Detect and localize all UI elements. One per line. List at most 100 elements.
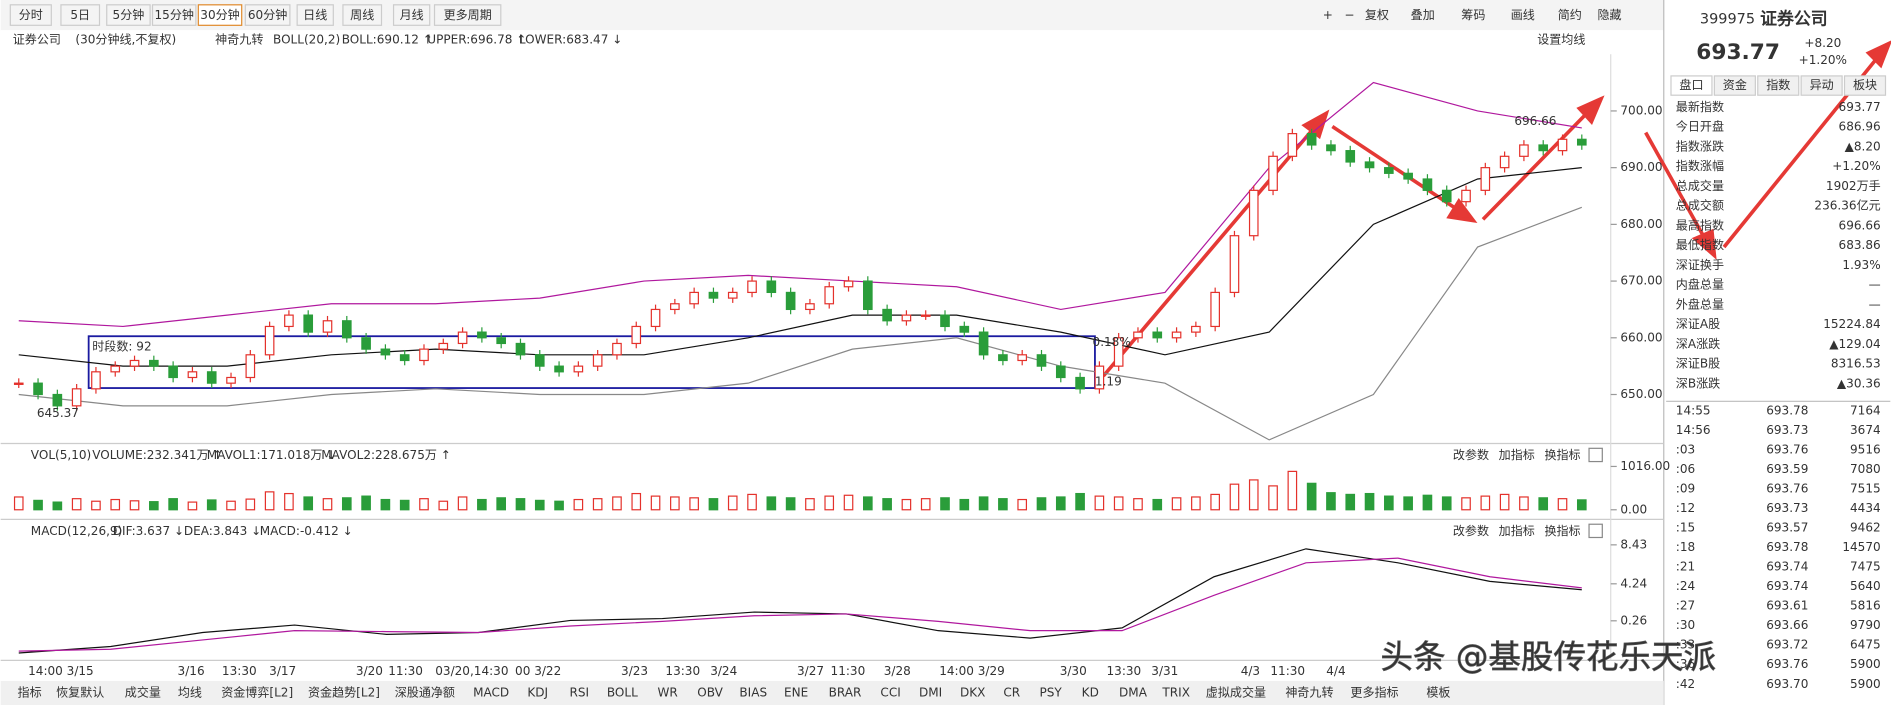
indicator-tab[interactable]: 资金博弈[L2] [221,684,293,699]
panel-button[interactable]: 加指标 [1499,447,1535,462]
tool-button[interactable]: + [1323,8,1333,22]
annotation: 0.18% [1093,335,1131,349]
quote-row-value: 683.86 [1839,238,1881,252]
period-button[interactable] [197,4,243,26]
indicator-tab[interactable]: PSY [1040,685,1063,699]
trade-time: :06 [1676,462,1695,476]
quote-row-value: 8316.53 [1831,357,1881,371]
indicator-tab[interactable]: BIAS [739,685,767,699]
volume-bar [1094,495,1105,511]
indicator-tab[interactable]: 深股通净额 [395,685,455,699]
candle [592,354,603,367]
candle [1152,331,1163,339]
volume-bar [978,496,989,511]
trade-volume: 5900 [1850,657,1881,671]
trade-volume: 9516 [1850,442,1881,456]
panel-button[interactable]: 改参数 [1453,447,1489,462]
indicator-tab[interactable]: DKX [960,685,985,699]
candle [110,365,121,373]
period-button[interactable] [433,4,502,26]
close-button[interactable] [1588,447,1603,463]
indicator-tab[interactable]: RSI [570,685,590,699]
candle [1345,150,1356,163]
volume-bar [303,496,314,511]
tool-button[interactable]: 筹码 [1461,8,1485,22]
indicator-tab[interactable]: BOLL [607,685,638,699]
trade-price: 693.74 [1766,560,1808,574]
volume-bar [1441,496,1452,511]
quote-row-label: 最低指数 [1676,237,1724,252]
indicator-tab[interactable]: 恢复默认 [56,684,104,699]
volume-bar [670,496,680,511]
indicator-tab[interactable]: 资金趋势[L2] [308,684,380,699]
quote-row-value: 686.96 [1839,120,1881,134]
indicator-tab[interactable]: CCI [880,685,900,699]
quote-row-label: 深A涨跌 [1676,336,1720,351]
trade-price: 693.73 [1766,501,1808,515]
quote-tab[interactable] [1843,75,1887,96]
quote-tab[interactable] [1757,75,1800,96]
period-button[interactable] [106,4,151,26]
volume-bar [71,498,82,511]
panel-button[interactable]: 换指标 [1544,523,1580,538]
indicator-tab[interactable]: MACD [473,685,509,699]
trade-price: 693.57 [1766,521,1808,535]
volume-bar [129,500,140,511]
quote-tab[interactable] [1670,75,1713,96]
indicator-tab[interactable]: KD [1082,685,1099,699]
indicator-tab[interactable]: 成交量 [125,684,161,699]
trade-time: 14:55 [1676,403,1711,417]
indicator-tab[interactable]: 模板 [1426,685,1450,699]
indicator-tab[interactable]: WR [657,685,678,699]
indicator-tab[interactable]: KDJ [527,685,548,699]
period-button[interactable] [244,4,291,26]
trade-volume: 7080 [1850,462,1881,476]
candle [689,291,699,305]
indicator-tab[interactable]: TRIX [1161,685,1190,699]
panel-button[interactable]: 改参数 [1453,523,1489,538]
indicator-tab[interactable]: CR [1003,685,1020,699]
quote-row-value: — [1869,278,1881,292]
volume-bar [863,496,873,511]
quote-tab[interactable] [1713,75,1756,96]
volume-bar [322,498,333,511]
indicator-tab[interactable]: 指标 [18,684,42,699]
tool-button[interactable]: 隐藏 [1597,8,1621,22]
date-label: 3/31 [1151,664,1178,678]
indicator-tab[interactable]: 均线 [178,685,202,699]
period-button[interactable] [342,4,383,26]
indicator-tab[interactable]: ENE [784,685,808,699]
candle [71,388,82,407]
indicator-tab[interactable]: 虚拟成交量 [1206,684,1266,699]
period-button[interactable] [392,4,431,26]
period-button[interactable] [296,4,334,26]
volume-bar [920,498,931,511]
close-button[interactable] [1588,523,1603,539]
info-text: LOWER:683.47 ↓ [519,32,622,46]
indicator-tab[interactable]: DMI [919,685,942,699]
period-button[interactable] [151,4,197,26]
indicator-tab[interactable]: DMA [1119,685,1148,699]
indicator-tab[interactable]: OBV [697,685,723,699]
candle [1403,172,1413,180]
indicator-tab[interactable]: 更多指标 [1350,684,1398,699]
quote-row-label: 深证换手 [1676,258,1724,272]
quote-row-value: 693.77 [1839,100,1881,114]
tool-button[interactable]: 复权 [1365,8,1389,22]
tool-button[interactable]: 简约 [1558,7,1582,22]
tool-button[interactable]: 画线 [1511,8,1535,22]
candle [284,314,294,328]
indicator-tab[interactable]: 神奇九转 [1285,684,1333,699]
candle [1094,365,1105,390]
panel-button[interactable]: 加指标 [1499,523,1535,538]
indicator-tab[interactable]: BRAR [829,685,862,699]
candle [1287,133,1298,157]
quote-tab[interactable] [1800,75,1843,96]
tool-button[interactable]: 叠加 [1411,8,1435,22]
candle [708,291,719,299]
panel-button[interactable]: 换指标 [1544,447,1580,462]
quote-row-label: 总成交量 [1676,178,1724,193]
period-button[interactable] [9,4,52,26]
period-button[interactable] [60,4,101,26]
tool-button[interactable]: − [1344,8,1354,22]
